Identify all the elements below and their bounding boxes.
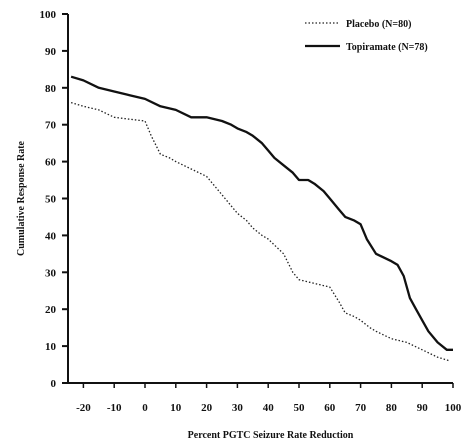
x-tick-label: 80	[386, 402, 398, 414]
y-tick-label: 30	[45, 267, 57, 279]
x-tick-label: 60	[324, 402, 336, 414]
y-tick-label: 80	[45, 83, 57, 95]
y-tick-label: 20	[45, 304, 57, 316]
y-tick-label: 70	[45, 120, 57, 132]
series-line-0	[70, 101, 451, 362]
x-tick-label: -10	[107, 402, 122, 414]
axes: 0 10 20 30 40 50 60 70 80 90 100 -20 -10 0 10 20 30 40 50 6…	[40, 9, 462, 414]
series-line-1	[70, 75, 453, 351]
x-tick-label: 30	[232, 402, 244, 414]
legend: Placebo (N=80) Topiramate (N=78)	[305, 19, 428, 53]
y-axis-title: Cumulative Response Rate	[16, 140, 27, 256]
x-tick-label: 100	[445, 402, 462, 414]
x-tick-label: 0	[142, 402, 148, 414]
x-axis-title: Percent PGTC Seizure Rate Reduction	[188, 430, 354, 441]
x-tick-label: 70	[355, 402, 367, 414]
y-tick-label: 50	[45, 194, 57, 206]
x-tick-label: 10	[170, 402, 182, 414]
y-tick-label: 90	[45, 46, 57, 58]
x-tick-label: 20	[201, 402, 213, 414]
series-group	[70, 75, 453, 362]
x-tick-label: 90	[417, 402, 429, 414]
x-tick-label: -20	[76, 402, 91, 414]
y-tick-label: 40	[45, 230, 57, 242]
legend-label-1: Topiramate (N=78)	[346, 42, 428, 53]
y-tick-label: 0	[51, 378, 57, 390]
x-tick-label: 50	[294, 402, 306, 414]
y-tick-label: 100	[40, 9, 57, 21]
y-tick-label: 60	[45, 157, 57, 169]
y-tick-label: 10	[45, 341, 57, 353]
legend-label-0: Placebo (N=80)	[346, 19, 411, 30]
x-tick-label: 40	[263, 402, 275, 414]
